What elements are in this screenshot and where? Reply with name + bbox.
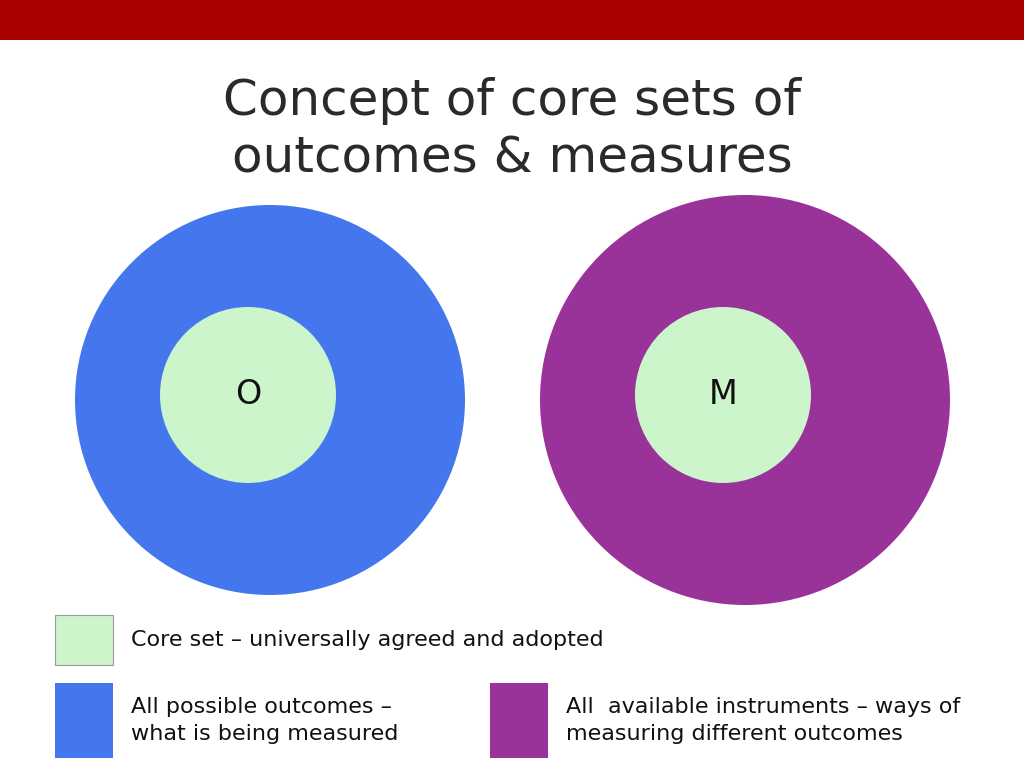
- Text: Concept of core sets of
outcomes & measures: Concept of core sets of outcomes & measu…: [223, 78, 801, 183]
- Text: All possible outcomes –
what is being measured: All possible outcomes – what is being me…: [131, 697, 398, 743]
- Circle shape: [160, 307, 336, 483]
- Bar: [490, 683, 548, 758]
- Bar: [55, 615, 113, 665]
- Bar: [0, 0, 1024, 40]
- Circle shape: [635, 307, 811, 483]
- Circle shape: [75, 205, 465, 595]
- Text: O: O: [234, 379, 261, 412]
- Text: M: M: [709, 379, 737, 412]
- Text: Core set – universally agreed and adopted: Core set – universally agreed and adopte…: [131, 630, 603, 650]
- Bar: [55, 683, 113, 758]
- Text: All  available instruments – ways of
measuring different outcomes: All available instruments – ways of meas…: [566, 697, 961, 743]
- Circle shape: [540, 195, 950, 605]
